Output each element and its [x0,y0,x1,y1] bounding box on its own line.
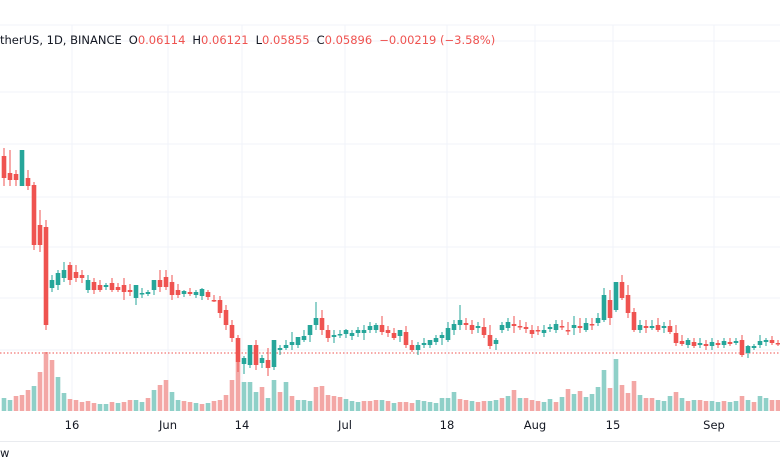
time-tick-label: Jul [338,418,352,432]
chart-grid [0,24,780,411]
chart-legend: therUS, 1D, BINANCE O0.06114 H0.06121 L0.05… [0,33,502,47]
footer-text: w [0,446,10,460]
open-label: O [128,33,138,47]
time-tick-label: 18 [439,418,455,432]
time-tick-label: 14 [234,418,250,432]
high-value: 0.06121 [201,33,249,47]
low-value: 0.05855 [262,33,310,47]
low-label: L [255,33,263,47]
time-tick-label: Jun [159,418,177,432]
close-value: 0.05896 [324,33,373,47]
time-axis[interactable]: 16 Jun 14 Jul 18 Aug 15 Sep [0,411,780,442]
close-label: C [316,33,325,47]
price-chart[interactable] [0,0,780,412]
time-tick-label: Aug [523,418,547,432]
change-value: −0.00219 (−3.58%) [379,33,496,47]
time-tick-label: 16 [64,418,80,432]
time-tick-label: Sep [703,418,725,432]
high-label: H [192,33,202,47]
open-value: 0.06114 [137,33,186,47]
symbol-label[interactable]: therUS, 1D, BINANCE [0,33,122,47]
candlesticks [1,148,780,376]
time-tick-label: 15 [605,418,621,432]
volume-bars [1,352,780,411]
